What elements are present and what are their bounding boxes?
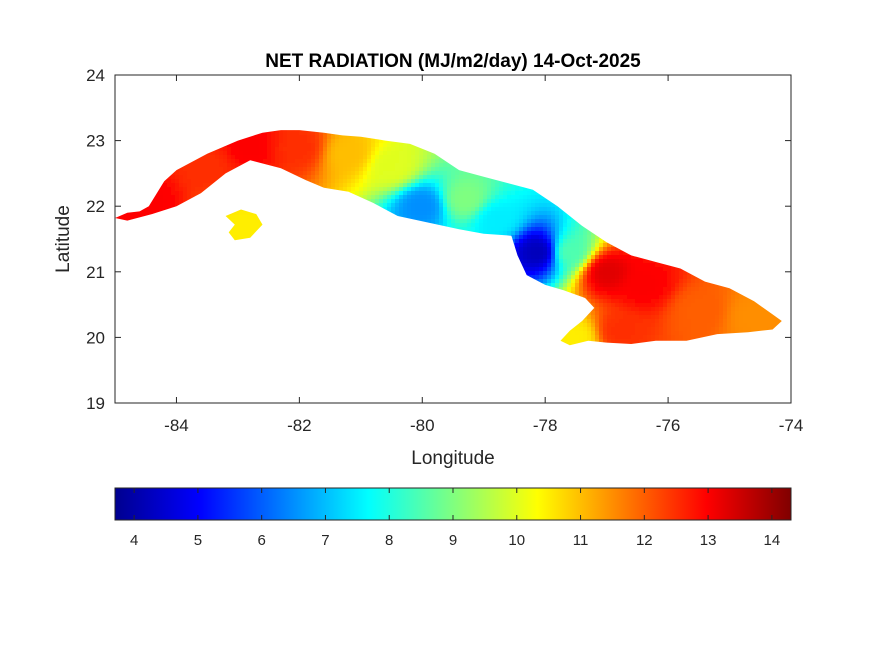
x-tick-label: -76 (656, 416, 681, 435)
x-tick-label: -84 (164, 416, 189, 435)
y-tick-label: 23 (86, 132, 105, 151)
colorbar-tick-label: 8 (385, 532, 393, 549)
colorbar-tick-label: 14 (764, 532, 781, 549)
colorbar-tick-label: 13 (700, 532, 717, 549)
colorbar: 4 5 6 7 8 9 10 11 12 13 14 (114, 487, 792, 549)
y-tick-label: 24 (86, 66, 105, 85)
colorbar-tick-label: 12 (636, 532, 653, 549)
colorbar-tick-label: 11 (573, 532, 589, 549)
colorbar-tick-label: 9 (449, 532, 457, 549)
y-axis-ticks: 19 20 21 22 23 24 (86, 66, 791, 413)
colorbar-ticks: 4 5 6 7 8 9 10 11 12 13 14 (130, 488, 780, 549)
chart-title: NET RADIATION (MJ/m2/day) 14-Oct-2025 (265, 51, 641, 72)
plot-area: -84 -82 -80 -78 -76 -74 19 20 21 22 23 24 (86, 66, 803, 435)
x-tick-label: -80 (410, 416, 435, 435)
colorbar-tick-label: 10 (508, 532, 525, 549)
y-tick-label: 20 (86, 328, 105, 347)
y-axis-label: Latitude (53, 205, 74, 273)
colorbar-gradient (115, 488, 791, 520)
y-tick-label: 21 (86, 263, 105, 282)
y-tick-label: 19 (86, 394, 105, 413)
plot-frame (114, 74, 792, 404)
plot-background (115, 75, 791, 403)
colorbar-tick-label: 5 (194, 532, 202, 549)
x-tick-label: -78 (533, 416, 558, 435)
x-tick-label: -74 (779, 416, 804, 435)
x-axis-label: Longitude (411, 448, 494, 469)
y-tick-label: 22 (86, 197, 105, 216)
x-tick-label: -82 (287, 416, 312, 435)
x-axis-ticks: -84 -82 -80 -78 -76 -74 (164, 75, 803, 435)
colorbar-tick-label: 4 (130, 532, 138, 549)
colorbar-tick-label: 6 (258, 532, 266, 549)
colorbar-tick-label: 7 (321, 532, 329, 549)
